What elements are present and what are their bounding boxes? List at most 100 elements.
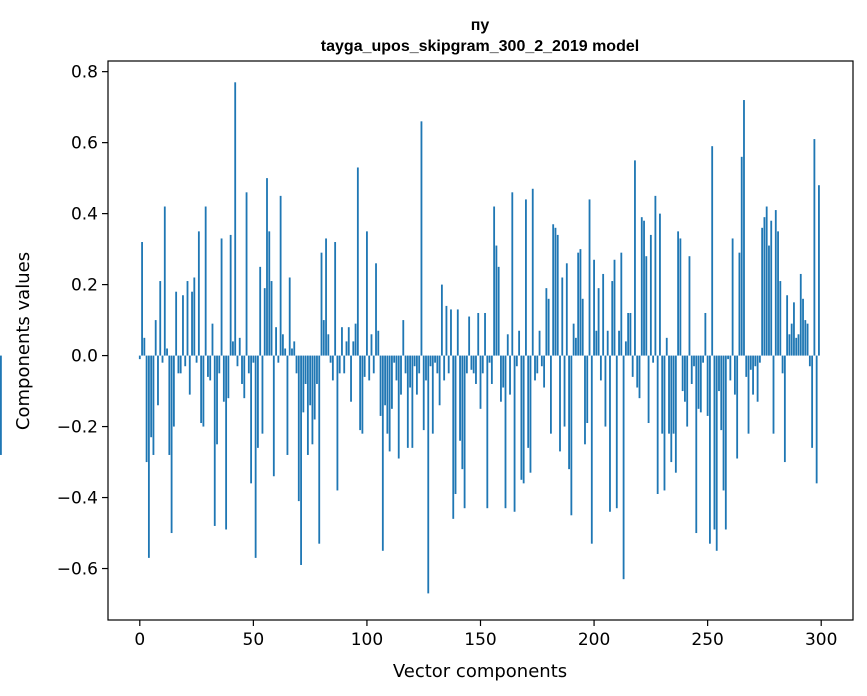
bar-245 <box>695 355 698 534</box>
bar-130 <box>434 355 436 363</box>
bar-212 <box>620 252 623 356</box>
bar-103 <box>372 355 375 374</box>
bar-96 <box>356 167 359 356</box>
bar-155 <box>490 355 493 384</box>
bar-90 <box>343 355 346 374</box>
bar-89 <box>341 327 343 356</box>
bar-215 <box>627 312 630 356</box>
bar-111 <box>391 355 393 409</box>
bar-2 <box>143 337 146 356</box>
bar-278 <box>770 220 773 356</box>
bar-50 <box>252 355 255 363</box>
bar-131 <box>436 355 439 374</box>
bar-296 <box>811 355 814 448</box>
bar-undefined <box>0 355 2 455</box>
bar-237 <box>677 231 680 356</box>
bar-29 <box>204 206 207 356</box>
bar-19 <box>182 295 184 356</box>
bar-167 <box>518 330 521 356</box>
bar-9 <box>159 281 162 356</box>
bar-241 <box>686 355 689 427</box>
bar-290 <box>797 334 800 356</box>
bar-137 <box>450 309 452 356</box>
bar-62 <box>279 195 282 356</box>
bar-294 <box>806 323 809 356</box>
bar-88 <box>338 355 341 374</box>
bar-279 <box>772 355 775 434</box>
bar-60 <box>275 327 277 356</box>
bar-184 <box>556 234 559 356</box>
bar-190 <box>570 355 573 516</box>
bar-267 <box>745 355 748 377</box>
bar-22 <box>188 355 191 395</box>
bar-44 <box>238 337 241 356</box>
bar-18 <box>179 355 182 374</box>
bar-258 <box>724 355 727 530</box>
bar-70 <box>297 355 300 502</box>
bar-23 <box>191 291 193 356</box>
bar-231 <box>663 355 666 491</box>
bar-170 <box>525 199 527 356</box>
x-tick-label: 250 <box>691 630 723 650</box>
chart-title: пу <box>471 17 490 34</box>
bar-250 <box>706 355 709 416</box>
bar-149 <box>477 312 480 356</box>
bar-208 <box>611 281 614 356</box>
bar-121 <box>413 355 416 367</box>
bar-77 <box>313 355 316 420</box>
bar-92 <box>347 327 350 356</box>
bar-199 <box>590 355 593 544</box>
bar-223 <box>645 256 648 356</box>
bar-43 <box>236 355 239 367</box>
bar-233 <box>668 355 670 434</box>
bar-94 <box>352 341 355 356</box>
y-tick-label: 0.8 <box>71 63 98 83</box>
x-tick-label: 100 <box>351 630 383 650</box>
bar-47 <box>245 192 248 356</box>
bar-118 <box>406 355 409 448</box>
bar-169 <box>522 355 525 484</box>
x-tick-label: 50 <box>243 630 265 650</box>
bar-42 <box>234 82 237 356</box>
bar-33 <box>213 355 216 526</box>
bar-210 <box>615 355 618 509</box>
bar-159 <box>500 355 502 402</box>
bar-257 <box>722 355 725 491</box>
bar-78 <box>316 355 318 384</box>
bar-218 <box>634 160 636 356</box>
bar-28 <box>202 355 205 427</box>
bar-192 <box>574 337 577 356</box>
bar-158 <box>497 266 500 356</box>
bar-154 <box>488 355 491 363</box>
y-tick-label: 0.4 <box>71 205 98 225</box>
bar-10 <box>161 355 164 363</box>
bar-156 <box>493 206 496 356</box>
bar-253 <box>713 355 716 530</box>
bar-124 <box>420 121 423 356</box>
bar-67 <box>291 348 293 356</box>
bar-286 <box>788 334 791 356</box>
bar-281 <box>777 231 779 356</box>
bar-225 <box>649 234 652 356</box>
bar-153 <box>486 355 489 509</box>
bar-127 <box>427 355 430 594</box>
bar-20 <box>184 355 187 367</box>
bar-34 <box>216 355 218 445</box>
bar-49 <box>250 355 253 484</box>
y-axis-label: Components values <box>13 252 34 430</box>
bar-80 <box>320 252 323 356</box>
bar-91 <box>345 341 348 356</box>
bar-113 <box>395 355 398 381</box>
bar-266 <box>743 100 745 356</box>
bar-181 <box>550 355 552 434</box>
bar-101 <box>368 355 371 381</box>
bar-45 <box>241 355 243 384</box>
bar-116 <box>402 320 405 356</box>
bar-259 <box>727 355 729 360</box>
bar-79 <box>318 355 321 544</box>
bars-group <box>0 82 820 594</box>
bar-114 <box>397 355 400 459</box>
bar-30 <box>207 355 209 377</box>
bar-120 <box>411 355 414 448</box>
bar-69 <box>295 355 298 374</box>
